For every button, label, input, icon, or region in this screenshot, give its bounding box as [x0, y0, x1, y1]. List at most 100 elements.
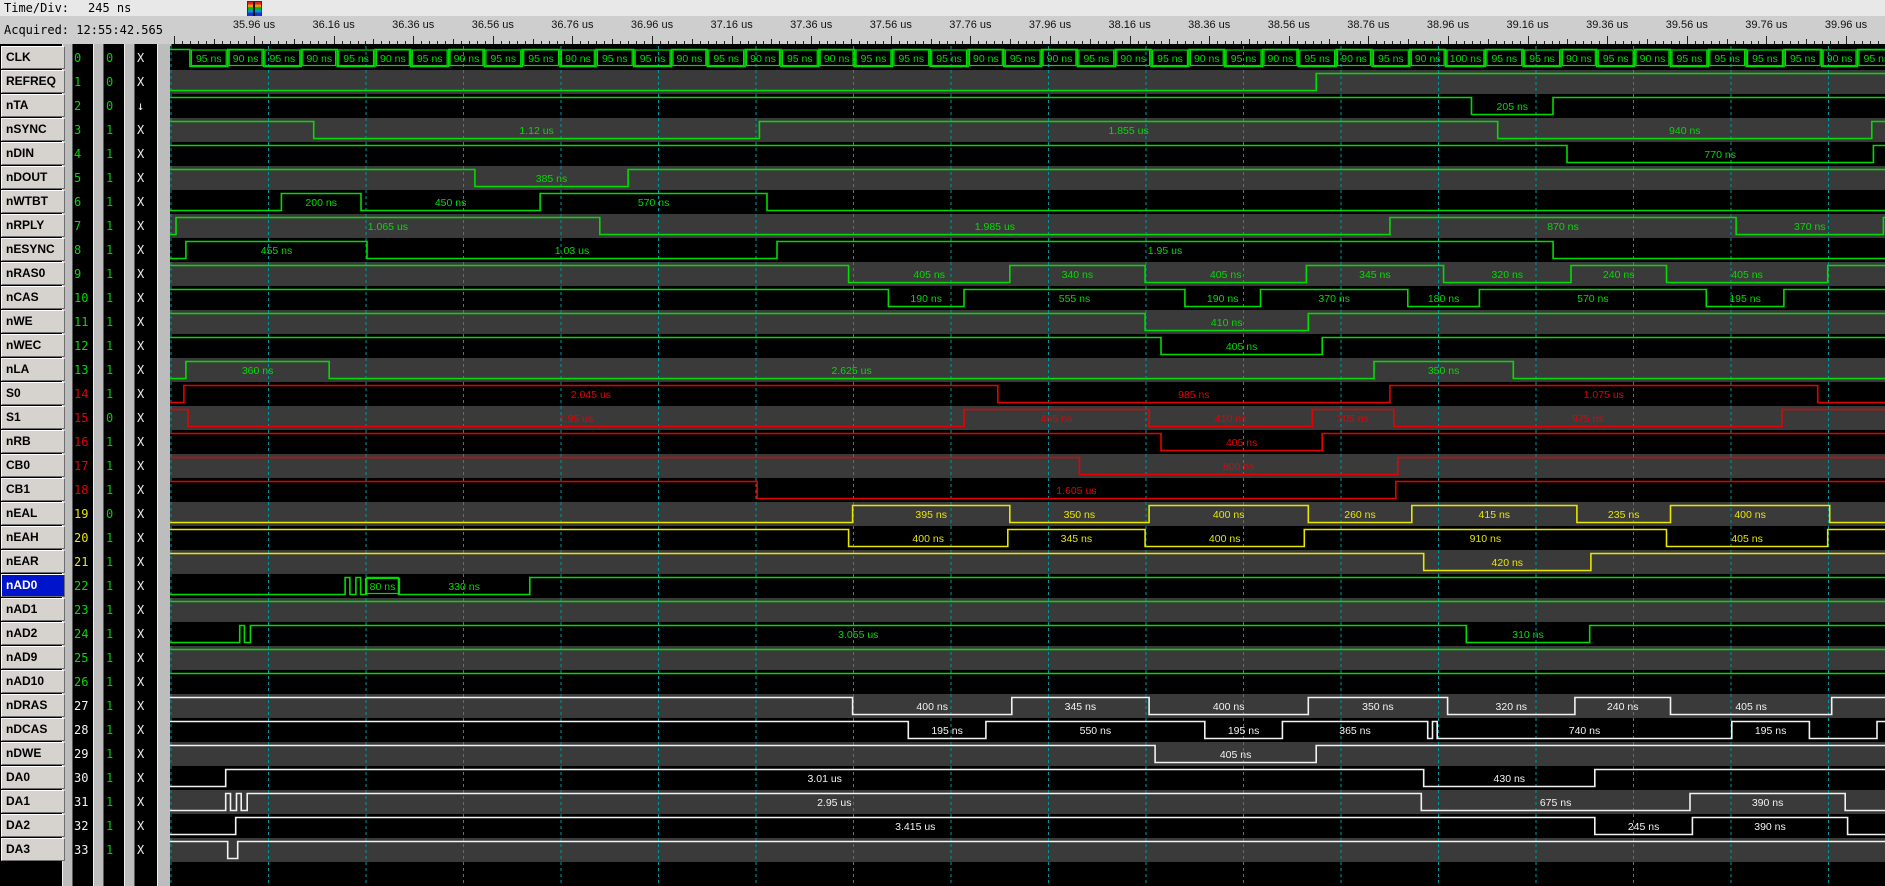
column-splitter-2[interactable]: [93, 44, 104, 886]
ruler-tick: [556, 41, 558, 44]
svg-text:2.95 us: 2.95 us: [817, 797, 851, 809]
signal-row-S0: S0 14 1 X 2.045 us 985 ns 1.075 us: [0, 382, 1885, 406]
ruler-tick: [1169, 39, 1171, 44]
ruler-tick: [222, 41, 224, 44]
signal-row-nWEC: nWEC 12 1 X 405 ns: [0, 334, 1885, 358]
signal-label-nAD2[interactable]: nAD2: [1, 622, 65, 645]
signal-label-nAD9[interactable]: nAD9: [1, 646, 65, 669]
ruler-tick: [986, 41, 988, 44]
svg-text:570 ns: 570 ns: [1577, 293, 1609, 305]
signal-label-nRB[interactable]: nRB: [1, 430, 65, 453]
signal-label-REFREQ[interactable]: REFREQ: [1, 70, 65, 93]
column-splitter-3[interactable]: [124, 44, 135, 886]
signal-label-DA2[interactable]: DA2: [1, 814, 65, 837]
signal-label-DA1[interactable]: DA1: [1, 790, 65, 813]
ruler-tick: [1360, 41, 1362, 44]
trigger-condition: X: [137, 795, 145, 809]
signal-label-nEAH[interactable]: nEAH: [1, 526, 65, 549]
svg-text:95 ns: 95 ns: [1491, 53, 1517, 65]
signal-label-nWE[interactable]: nWE: [1, 310, 65, 333]
ruler-tick: [930, 39, 932, 44]
ruler-tick: [182, 41, 184, 44]
signal-label-nWEC[interactable]: nWEC: [1, 334, 65, 357]
ruler-tick: [262, 41, 263, 44]
svg-text:1.075 us: 1.075 us: [1584, 389, 1624, 401]
signal-label-nAD1[interactable]: nAD1: [1, 598, 65, 621]
ruler-tick: [1655, 41, 1656, 44]
ruler-tick: [214, 39, 216, 44]
signal-label-nEAL[interactable]: nEAL: [1, 502, 65, 525]
signal-label-nAD10[interactable]: nAD10: [1, 670, 65, 693]
signal-label-nDOUT[interactable]: nDOUT: [1, 166, 65, 189]
signal-label-nAD0[interactable]: nAD0: [1, 574, 65, 597]
ruler-tick: [1161, 41, 1163, 44]
svg-text:1.03 us: 1.03 us: [555, 245, 589, 257]
signal-value: 1: [106, 483, 114, 497]
signal-label-DA0[interactable]: DA0: [1, 766, 65, 789]
svg-text:350 ns: 350 ns: [1064, 509, 1096, 521]
waveform-nESYNC: 455 ns 1.03 us 1.95 us: [170, 238, 1885, 262]
signal-label-CLK[interactable]: CLK: [1, 46, 65, 69]
signal-label-nDRAS[interactable]: nDRAS: [1, 694, 65, 717]
signal-label-nDIN[interactable]: nDIN: [1, 142, 65, 165]
signal-label-CB0[interactable]: CB0: [1, 454, 65, 477]
trigger-condition: X: [137, 819, 145, 833]
svg-text:555 ns: 555 ns: [1059, 293, 1091, 305]
svg-text:95 ns: 95 ns: [936, 53, 962, 65]
ruler-tick: [1320, 41, 1322, 44]
trigger-condition: X: [137, 195, 145, 209]
svg-text:395 ns: 395 ns: [915, 509, 947, 521]
ruler-label: 38.96 us: [1426, 19, 1470, 31]
signal-label-nRPLY[interactable]: nRPLY: [1, 214, 65, 237]
channel-number: 2: [74, 99, 82, 113]
ruler-tick: [277, 41, 279, 44]
ruler-tick: [1495, 41, 1497, 44]
ruler-tick: [357, 41, 359, 44]
trigger-condition: X: [137, 627, 145, 641]
signal-label-nCAS[interactable]: nCAS: [1, 286, 65, 309]
waveform-nEAR: 420 ns: [170, 550, 1885, 574]
ruler-tick: [1543, 41, 1545, 44]
signal-label-nDWE[interactable]: nDWE: [1, 742, 65, 765]
signal-label-DA3[interactable]: DA3: [1, 838, 65, 861]
signal-label-nESYNC[interactable]: nESYNC: [1, 238, 65, 261]
trigger-condition: X: [137, 603, 145, 617]
signal-label-nEAR[interactable]: nEAR: [1, 550, 65, 573]
signal-label-CB1[interactable]: CB1: [1, 478, 65, 501]
signal-label-nTA[interactable]: nTA: [1, 94, 65, 117]
ruler-tick: [238, 41, 240, 44]
ruler-tick: [882, 41, 884, 44]
ruler-tick: [1344, 41, 1346, 44]
signal-label-nLA[interactable]: nLA: [1, 358, 65, 381]
signal-label-nDCAS[interactable]: nDCAS: [1, 718, 65, 741]
svg-text:90 ns: 90 ns: [824, 53, 850, 65]
ruler-tick: [691, 39, 693, 44]
ruler-tick: [1456, 41, 1457, 44]
svg-text:365 ns: 365 ns: [1339, 725, 1371, 737]
signal-label-S0[interactable]: S0: [1, 382, 65, 405]
signal-label-nWTBT[interactable]: nWTBT: [1, 190, 65, 213]
waveform-nTA: 205 ns: [170, 94, 1885, 118]
ruler-tick: [1631, 41, 1633, 44]
ruler-tick: [707, 41, 709, 44]
channel-number: 6: [74, 195, 82, 209]
ruler-tick: [1463, 41, 1465, 44]
channel-number: 22: [74, 579, 89, 593]
signal-row-nTA: nTA 2 0 ↓ 205 ns: [0, 94, 1885, 118]
ruler-tick: [1869, 41, 1871, 44]
ruler-tick: [1065, 41, 1067, 44]
waveform-nWTBT: 200 ns 450 ns 570 ns: [170, 190, 1885, 214]
svg-text:940 ns: 940 ns: [1669, 125, 1701, 137]
channel-number: 8: [74, 243, 82, 257]
svg-text:205 ns: 205 ns: [1497, 101, 1529, 113]
ruler-tick: [230, 41, 232, 44]
ruler-tick: [1368, 36, 1370, 44]
signal-label-nSYNC[interactable]: nSYNC: [1, 118, 65, 141]
signal-label-S1[interactable]: S1: [1, 406, 65, 429]
ruler-tick: [453, 39, 454, 44]
ruler-tick: [532, 39, 534, 44]
signal-value: 1: [106, 603, 114, 617]
signal-label-nRAS0[interactable]: nRAS0: [1, 262, 65, 285]
ruler-tick: [1312, 41, 1314, 44]
svg-text:400 ns: 400 ns: [1213, 509, 1245, 521]
